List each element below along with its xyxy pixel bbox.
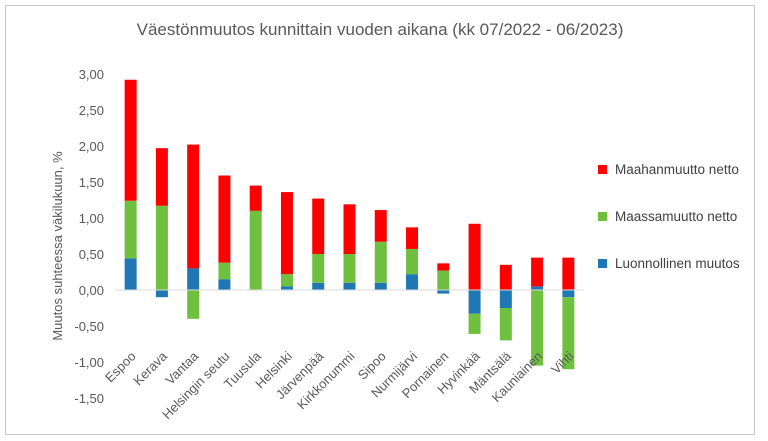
bar-segment bbox=[155, 205, 168, 290]
chart-title: Väestönmuutos kunnittain vuoden aikana (… bbox=[136, 20, 624, 39]
bar-segment bbox=[562, 297, 575, 370]
bar-segment bbox=[468, 223, 481, 290]
bar-segment bbox=[531, 286, 544, 290]
y-tick-label: -1,50 bbox=[74, 391, 104, 406]
bar-segment bbox=[468, 290, 481, 314]
bar-segment bbox=[312, 282, 325, 290]
legend-label-luonnollinen: Luonnollinen muutos bbox=[615, 256, 740, 271]
bar-segment bbox=[562, 290, 575, 298]
bar-segment bbox=[437, 263, 450, 271]
bar-segment bbox=[124, 258, 137, 290]
bar-segment bbox=[218, 262, 231, 280]
y-tick-label: 1,50 bbox=[79, 175, 104, 190]
bar-segment bbox=[187, 290, 200, 319]
bar-segment bbox=[124, 79, 137, 201]
bar-segment bbox=[374, 282, 387, 290]
bar-segment bbox=[155, 290, 168, 298]
x-tick-label: Kerava bbox=[130, 348, 170, 388]
legend-swatch-luonnollinen bbox=[598, 259, 607, 268]
bar-segment bbox=[155, 148, 168, 206]
bar-segment bbox=[437, 270, 450, 290]
y-tick-label: 3,00 bbox=[79, 67, 104, 82]
bar-segment bbox=[343, 204, 356, 254]
bar-segment bbox=[531, 290, 544, 366]
y-tick-label: 0,50 bbox=[79, 247, 104, 262]
legend-item-maahanmuutto: Maahanmuutto netto bbox=[598, 160, 745, 180]
y-tick-label: 0,00 bbox=[79, 283, 104, 298]
bar-segment bbox=[249, 210, 262, 290]
legend-label-maassamuutto: Maassamuutto netto bbox=[615, 209, 738, 224]
legend-item-maassamuutto: Maassamuutto netto bbox=[598, 207, 745, 227]
bar-segment bbox=[124, 200, 137, 259]
bar-segment bbox=[499, 290, 512, 308]
legend-item-luonnollinen: Luonnollinen muutos bbox=[598, 254, 745, 274]
bar-segment bbox=[218, 175, 231, 263]
bar-segment bbox=[218, 279, 231, 290]
bar-segment bbox=[343, 254, 356, 283]
bar-segment bbox=[187, 268, 200, 290]
bar-segment bbox=[374, 241, 387, 283]
bar-segment bbox=[312, 198, 325, 254]
bar-segment bbox=[437, 290, 450, 294]
bar-segment bbox=[280, 274, 293, 287]
y-tick-label: 1,00 bbox=[79, 211, 104, 226]
legend-swatch-maahanmuutto bbox=[598, 165, 607, 174]
bar-segment bbox=[406, 248, 419, 275]
bar-segment bbox=[406, 274, 419, 290]
bar-segment bbox=[374, 210, 387, 242]
legend-label-maahanmuutto: Maahanmuutto netto bbox=[615, 162, 739, 177]
bar-segment bbox=[499, 264, 512, 290]
bar-segment bbox=[187, 144, 200, 269]
y-tick-label: 2,00 bbox=[79, 139, 104, 154]
bar-segment bbox=[499, 308, 512, 341]
legend-swatch-maassamuutto bbox=[598, 212, 607, 221]
bar-segment bbox=[312, 254, 325, 283]
bar-segment bbox=[343, 282, 356, 290]
bar-segment bbox=[468, 313, 481, 334]
y-tick-label: -1,00 bbox=[74, 355, 104, 370]
bar-segment bbox=[280, 192, 293, 275]
y-tick-label: 2,50 bbox=[79, 103, 104, 118]
bar-segment bbox=[280, 286, 293, 290]
bar-segment bbox=[406, 227, 419, 249]
bar-segment bbox=[562, 257, 575, 290]
bar-segment bbox=[249, 185, 262, 211]
bar-segment bbox=[531, 257, 544, 287]
y-tick-label: -0,50 bbox=[74, 319, 104, 334]
y-axis-title: Muutos suhteessa väkilukuun, % bbox=[50, 151, 65, 341]
